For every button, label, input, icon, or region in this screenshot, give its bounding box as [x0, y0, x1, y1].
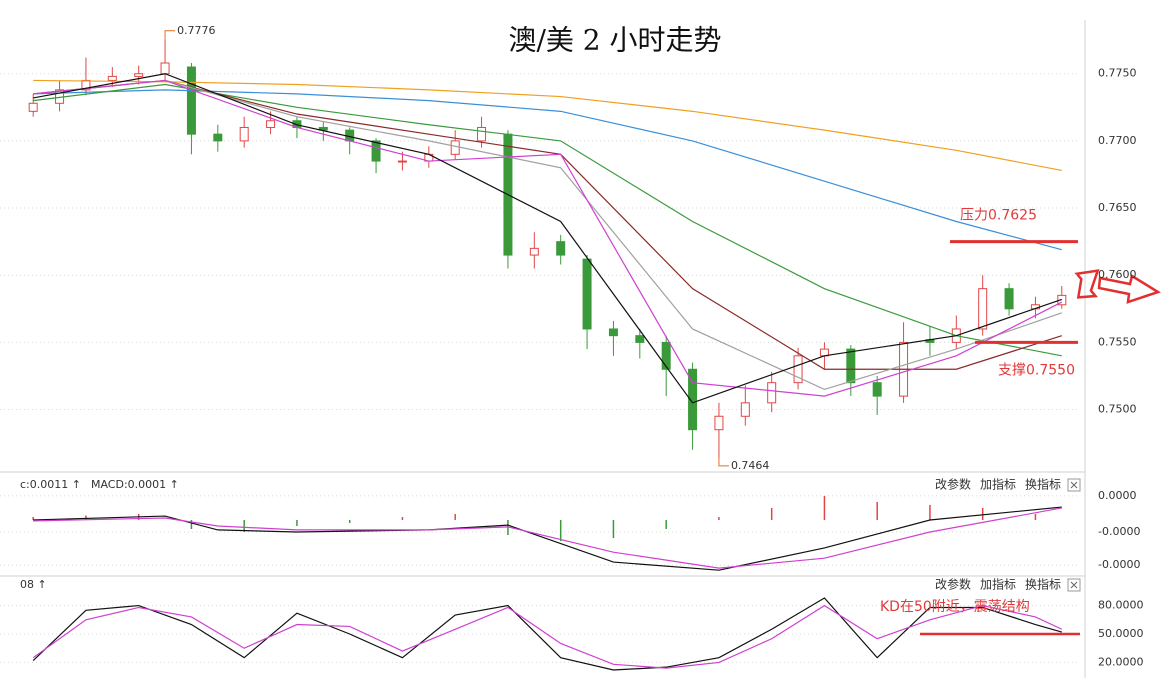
extreme-label: 0.7464	[731, 459, 770, 472]
candle-body	[477, 126, 487, 142]
series-line	[32, 597, 1062, 671]
series-line	[33, 506, 1062, 571]
candle-body	[846, 348, 856, 384]
candle-body	[556, 241, 566, 256]
arrows	[1074, 269, 1161, 304]
toolbar-button[interactable]: 换指标	[1025, 477, 1061, 492]
series-line	[33, 79, 1063, 397]
candle-body	[450, 140, 460, 155]
candle-body	[635, 335, 645, 343]
candle-body	[978, 288, 988, 330]
y-tick-label: 0.7500	[1098, 403, 1137, 416]
candle-body	[186, 66, 196, 135]
y-tick-label: 0.7550	[1098, 335, 1137, 348]
series-line	[33, 73, 1063, 404]
y-tick-label: 20.0000	[1098, 655, 1144, 668]
arrow	[1097, 274, 1161, 304]
candle-body	[714, 415, 724, 431]
candle-body	[160, 62, 170, 75]
candle-body	[872, 382, 882, 397]
y-tick-label: 0.7600	[1098, 268, 1137, 281]
toolbar-button[interactable]: 加指标	[980, 577, 1016, 592]
y-tick-label: 50.0000	[1098, 627, 1144, 640]
chart-title: 澳/美 2 小时走势	[508, 24, 721, 57]
candle-body	[134, 73, 144, 77]
level-label: KD在50附近，震荡结构	[880, 599, 1030, 615]
candle-body	[1004, 288, 1014, 310]
candle-body	[582, 258, 592, 330]
series-line	[32, 604, 1063, 669]
indicator-header: MACD:0.0001 ↑	[91, 478, 179, 491]
toolbar-button[interactable]: 换指标	[1025, 577, 1061, 592]
extreme-pointer	[718, 457, 729, 467]
toolbar-button[interactable]: 加指标	[980, 477, 1016, 492]
series-line	[33, 79, 1063, 391]
y-tick-label: 0.7650	[1098, 201, 1137, 214]
extreme-pointer	[164, 30, 176, 39]
indicator-header: 08 ↑	[20, 578, 47, 591]
candle-body	[608, 328, 618, 337]
candle-body	[239, 126, 249, 142]
toolbar-button[interactable]: 改参数	[935, 577, 971, 592]
candle-body	[767, 382, 777, 404]
close-icon	[1070, 581, 1078, 589]
y-tick-label: -0.0000	[1098, 525, 1140, 538]
close-icon	[1070, 481, 1078, 489]
candle-body	[793, 355, 803, 384]
candle-body	[266, 120, 276, 128]
toolbar-button[interactable]: 改参数	[935, 477, 971, 492]
candle-body	[661, 341, 671, 370]
extreme-label: 0.7776	[177, 24, 216, 37]
series-line	[33, 79, 1062, 172]
y-tick-label: 0.0000	[1098, 489, 1137, 502]
candle-body	[213, 133, 223, 142]
series-line	[33, 507, 1062, 569]
indicator-header: c:0.0011 ↑	[20, 478, 81, 491]
level-label: 支撑0.7550	[998, 362, 1075, 378]
level-label: 压力0.7625	[960, 208, 1037, 224]
candle-body	[740, 402, 750, 417]
y-tick-label: 0.7750	[1098, 67, 1137, 80]
candle-body	[397, 160, 407, 163]
candle-body	[1057, 294, 1067, 306]
y-tick-label: -0.0000	[1098, 558, 1140, 571]
candle-body	[107, 75, 117, 81]
arrow	[1074, 269, 1100, 299]
candle-body	[28, 102, 38, 112]
candle-body	[371, 140, 381, 162]
candle-body	[529, 247, 539, 256]
y-tick-label: 80.0000	[1098, 599, 1144, 612]
candle-body	[688, 368, 698, 431]
y-tick-label: 0.7700	[1098, 134, 1137, 147]
